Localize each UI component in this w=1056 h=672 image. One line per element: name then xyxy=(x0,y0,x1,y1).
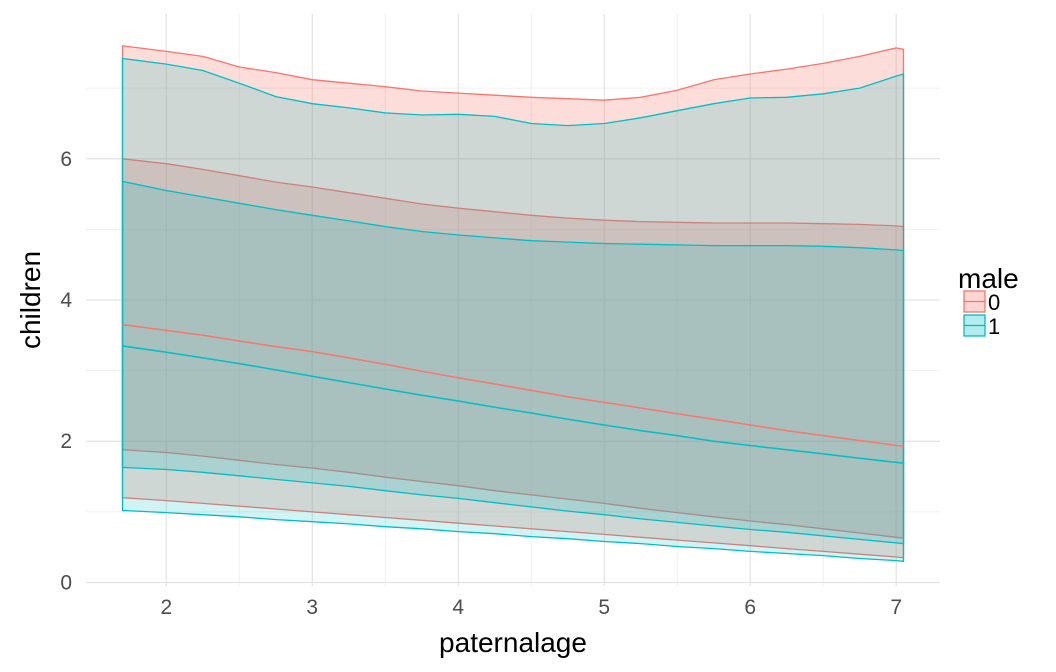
mean-line-series-1 xyxy=(122,345,904,464)
x-tick-label: 7 xyxy=(890,596,902,619)
y-tick-label: 4 xyxy=(60,289,72,312)
legend-label-1: 1 xyxy=(988,314,1000,339)
x-tick-label: 3 xyxy=(306,596,318,619)
x-axis-title: paternalage xyxy=(439,627,587,658)
x-tick-label: 6 xyxy=(744,596,756,619)
legend-label-0: 0 xyxy=(988,290,1000,315)
x-tick-label: 5 xyxy=(598,596,610,619)
y-tick-label: 2 xyxy=(60,430,72,453)
x-tick-label: 2 xyxy=(160,596,172,619)
ribbon-series-1-band-2 xyxy=(121,180,905,545)
x-axis-tick-labels: 2 3 4 5 6 7 xyxy=(160,596,902,619)
mean-line-series-0 xyxy=(122,323,904,447)
y-tick-label: 0 xyxy=(60,571,72,594)
legend-title: male xyxy=(958,263,1019,294)
x-tick-label: 4 xyxy=(452,596,464,619)
y-axis-title: children xyxy=(15,251,46,349)
y-tick-label: 6 xyxy=(60,148,72,171)
mean-line-layer xyxy=(122,323,904,464)
y-axis-tick-labels: 0 2 4 6 xyxy=(60,148,72,595)
legend: male 01 xyxy=(958,263,1019,339)
band-layer xyxy=(121,45,905,563)
grid xyxy=(86,14,940,586)
ribbon-series-1-band-1 xyxy=(121,57,905,563)
